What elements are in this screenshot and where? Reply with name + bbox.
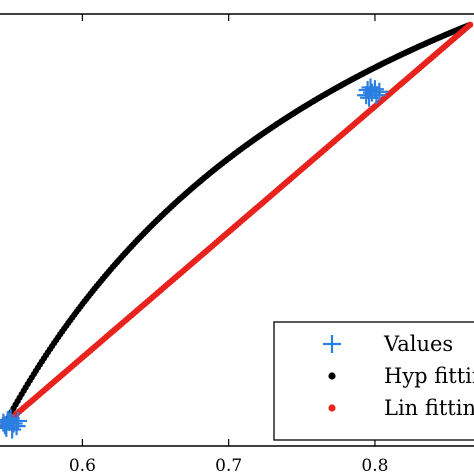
value-point bbox=[360, 88, 379, 107]
legend-label: Values bbox=[383, 332, 453, 356]
value-point bbox=[9, 411, 28, 430]
x-tick-label: 0.7 bbox=[215, 456, 242, 474]
legend-marker-hyp bbox=[328, 372, 336, 380]
axes: 0.6 0.7 0.8 bbox=[0, 13, 474, 474]
legend-box bbox=[273, 321, 474, 441]
value-point bbox=[370, 82, 389, 101]
legend: Values Hyp fitting Lin fitting bbox=[273, 321, 474, 441]
x-tick-label: 0.6 bbox=[69, 456, 96, 474]
legend-label: Lin fitting bbox=[384, 396, 474, 420]
plot-area bbox=[0, 21, 474, 439]
legend-marker-lin bbox=[328, 404, 336, 412]
legend-label: Hyp fitting bbox=[384, 364, 474, 388]
x-tick-label: 0.8 bbox=[361, 456, 388, 474]
value-point bbox=[361, 78, 380, 97]
fit-point-lin bbox=[466, 21, 474, 28]
